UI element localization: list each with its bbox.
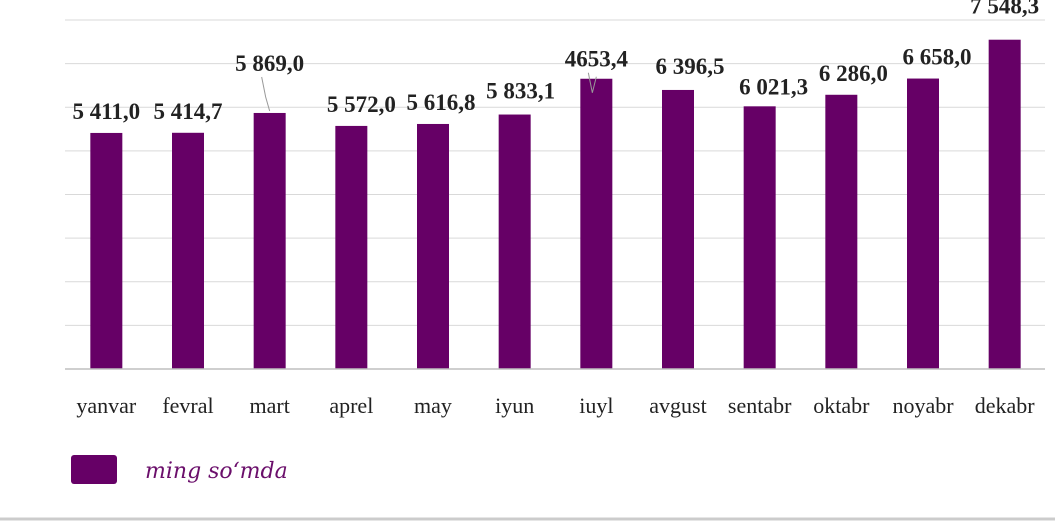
data-labels: 5 411,0 5 414,7 5 869,0 5 572,0 5 616,8 5 833… [72, 0, 1039, 124]
bar-fevral [172, 132, 204, 369]
leader-line-iuyl [587, 72, 597, 93]
data-label-iuyl: 4653,4 [565, 47, 629, 72]
bars [90, 39, 1021, 370]
bar-oktabr [825, 94, 858, 369]
tick-label-mart: mart [250, 393, 290, 418]
data-label-may: 5 616,8 [407, 90, 476, 115]
data-label-mart: 5 869,0 [235, 51, 304, 76]
tick-label-oktabr: oktabr [813, 393, 870, 418]
tick-label-yanvar: yanvar [76, 393, 137, 418]
bar-may [417, 123, 449, 369]
data-label-yanvar: 5 411,0 [72, 99, 140, 124]
data-label-avgust: 6 396,5 [656, 54, 725, 79]
tick-label-noyabr: noyabr [892, 393, 954, 418]
bar-noyabr [907, 78, 939, 370]
bar-iuyl [580, 78, 613, 369]
tick-label-aprel: aprel [329, 393, 373, 418]
gridlines [65, 19, 1045, 326]
legend-label: ming so‘mda [145, 459, 288, 484]
legend: ming so‘mda [71, 455, 288, 484]
tick-label-fevral: fevral [162, 393, 213, 418]
data-label-aprel: 5 572,0 [327, 92, 396, 117]
x-axis-tick-labels: yanvar fevral mart aprel may iyun iuyl avgust se… [76, 393, 1035, 418]
tick-label-iuyl: iuyl [579, 393, 613, 418]
tick-label-avgust: avgust [649, 393, 706, 418]
bar-iyun [498, 114, 531, 370]
bar-aprel [335, 125, 368, 369]
bar-mart [253, 112, 286, 369]
data-label-noyabr: 6 658,0 [903, 45, 972, 70]
data-label-dekabr: 7 548,3 [970, 0, 1039, 19]
tick-label-dekabr: dekabr [975, 393, 1036, 418]
tick-label-sentabr: sentabr [728, 393, 792, 418]
bar-sentabr [743, 106, 776, 369]
tick-label-iyun: iyun [495, 393, 534, 418]
data-label-fevral: 5 414,7 [154, 99, 223, 124]
bar-yanvar [90, 132, 123, 369]
label-leader-lines [261, 72, 597, 112]
data-label-iyun: 5 833,1 [486, 79, 555, 104]
legend-swatch [71, 455, 117, 484]
bar-avgust [662, 89, 694, 369]
data-label-sentabr: 6 021,3 [739, 74, 808, 99]
tick-label-may: may [414, 393, 452, 418]
leader-line-mart [261, 76, 271, 112]
data-label-oktabr: 6 286,0 [819, 61, 888, 86]
bar-dekabr [988, 39, 1021, 369]
